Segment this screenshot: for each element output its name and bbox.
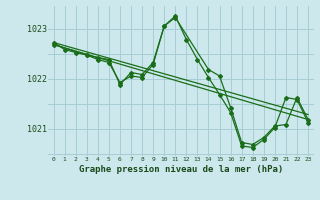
X-axis label: Graphe pression niveau de la mer (hPa): Graphe pression niveau de la mer (hPa) bbox=[79, 165, 283, 174]
